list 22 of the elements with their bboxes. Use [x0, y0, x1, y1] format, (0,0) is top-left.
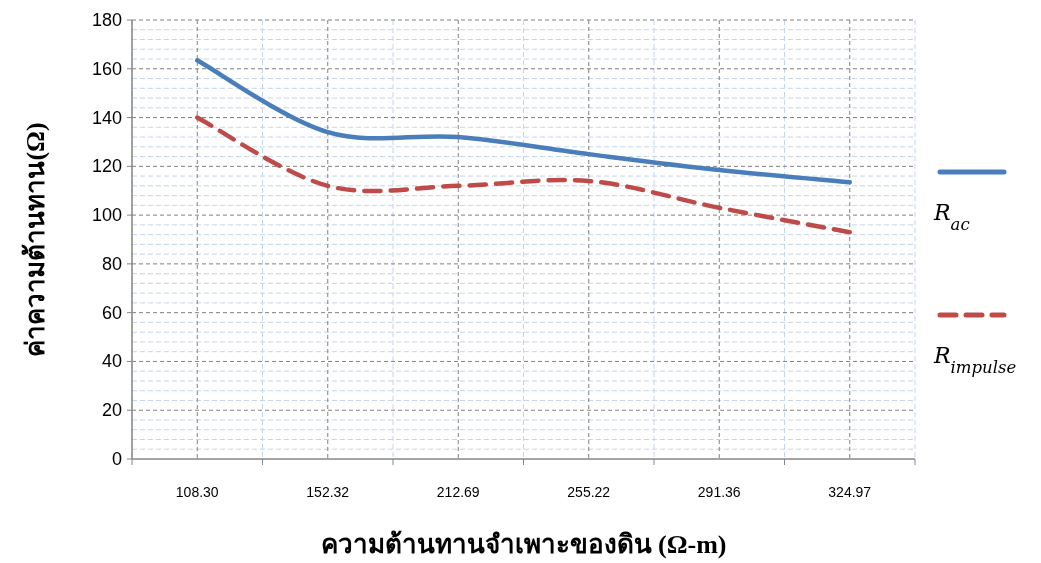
x-tick-label: 291.36: [697, 484, 741, 500]
y-tick-label: 20: [101, 400, 122, 421]
y-tick-label: 180: [91, 10, 122, 30]
y-tick-label: 80: [101, 253, 122, 274]
line-series: [195, 57, 852, 185]
x-tick-label: 152.32: [306, 484, 350, 500]
legend-label: R$_{ac}$: [933, 200, 970, 234]
y-tick-label: 40: [101, 351, 122, 372]
y-tick-label: 0: [111, 449, 122, 469]
y-tick-label: 160: [91, 58, 122, 79]
x-tick-label: 212.69: [436, 484, 480, 500]
line-series: [195, 115, 852, 235]
text: R$_{impulse}$: [933, 343, 1017, 377]
y-tick-label: 120: [91, 156, 122, 177]
x-tick-label: 324.97: [828, 484, 872, 500]
y-axis-title: ค่าความต้านทาน(Ω): [21, 122, 50, 357]
y-tick-label: 60: [101, 302, 122, 323]
x-tick-label: 108.30: [175, 484, 219, 500]
x-tick-label: 255.22: [567, 484, 611, 500]
y-tick-label: 100: [91, 205, 122, 226]
x-axis-title: ความต้านทานจำเพาะของดิน (Ω-m): [320, 530, 727, 559]
y-tick-label: 140: [91, 107, 122, 128]
